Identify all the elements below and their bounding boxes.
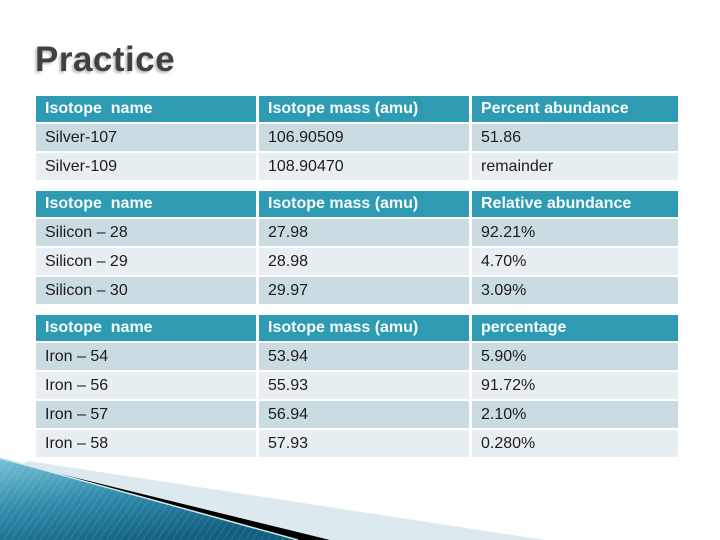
column-header: Isotope name [36, 191, 256, 217]
table-cell: Silicon – 30 [36, 277, 256, 304]
table-cell: 53.94 [259, 343, 469, 370]
tables-area: Isotope name Isotope mass (amu) Percent … [36, 96, 678, 457]
column-header: Isotope mass (amu) [259, 315, 469, 341]
column-header: Isotope name [36, 96, 256, 122]
table-cell: 57.93 [259, 430, 469, 457]
table-cell: 5.90% [472, 343, 678, 370]
column-header: Isotope mass (amu) [259, 191, 469, 217]
table-cell: 56.94 [259, 401, 469, 428]
table-cell: remainder [472, 153, 678, 180]
column-header: Relative abundance [472, 191, 678, 217]
column-header: Isotope name [36, 315, 256, 341]
table-cell: 55.93 [259, 372, 469, 399]
table-cell: Iron – 58 [36, 430, 256, 457]
table-cell: 51.86 [472, 124, 678, 151]
table-cell: Silver-109 [36, 153, 256, 180]
table-cell: 29.97 [259, 277, 469, 304]
table-cell: 92.21% [472, 219, 678, 246]
isotope-table-iron: Isotope name Isotope mass (amu) percenta… [36, 315, 678, 457]
column-header: Percent abundance [472, 96, 678, 122]
isotope-table-silver: Isotope name Isotope mass (amu) Percent … [36, 96, 678, 180]
table-cell: 108.90470 [259, 153, 469, 180]
table-cell: Iron – 57 [36, 401, 256, 428]
slide-title: Practice [35, 40, 176, 79]
table-cell: 28.98 [259, 248, 469, 275]
table-cell: Iron – 54 [36, 343, 256, 370]
table-cell: 27.98 [259, 219, 469, 246]
column-header: Isotope mass (amu) [259, 96, 469, 122]
table-cell: 4.70% [472, 248, 678, 275]
table-cell: 3.09% [472, 277, 678, 304]
teal-edge-highlight [0, 457, 299, 540]
table-cell: 91.72% [472, 372, 678, 399]
table-cell: 0.280% [472, 430, 678, 457]
column-header: percentage [472, 315, 678, 341]
table-cell: Iron – 56 [36, 372, 256, 399]
table-cell: Silicon – 28 [36, 219, 256, 246]
isotope-table-silicon: Isotope name Isotope mass (amu) Relative… [36, 191, 678, 304]
table-cell: 2.10% [472, 401, 678, 428]
table-cell: Silver-107 [36, 124, 256, 151]
table-cell: Silicon – 29 [36, 248, 256, 275]
table-cell: 106.90509 [259, 124, 469, 151]
corner-decoration-graphic [0, 457, 545, 540]
